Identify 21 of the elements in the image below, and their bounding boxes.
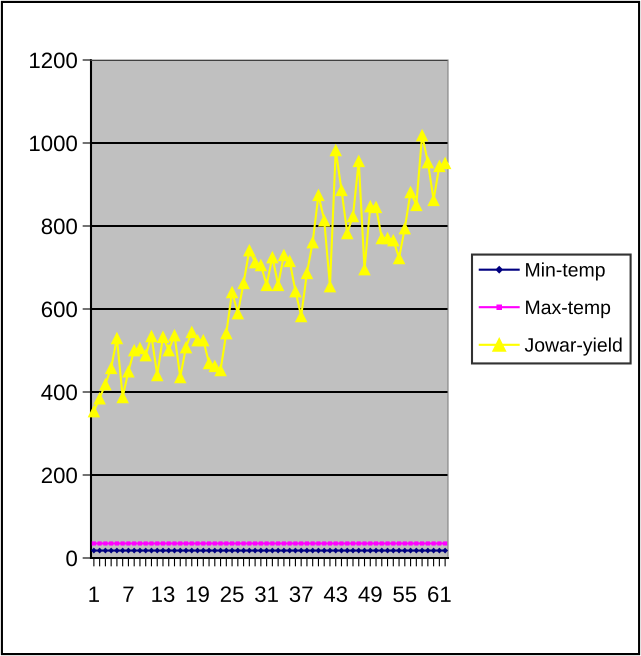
x-tick-label: 7 — [123, 586, 134, 602]
x-tick-label: 1 — [89, 586, 99, 602]
y-tick-label: 1200 — [30, 52, 77, 68]
legend-label: Max-temp — [526, 300, 610, 318]
y-tick-label: 400 — [41, 384, 77, 400]
x-tick-label: 25 — [220, 586, 244, 602]
x-tick-label: 19 — [186, 586, 209, 602]
x-tick-label: 13 — [152, 586, 174, 602]
x-tick-label: 49 — [358, 586, 382, 602]
legend-label: Min-temp — [526, 262, 605, 280]
legend-label: Jowar-yield — [524, 338, 622, 356]
x-tick-label: 55 — [393, 586, 416, 602]
y-tick-label: 1000 — [30, 136, 77, 152]
x-tick-label: 31 — [255, 586, 278, 602]
x-tick-label: 37 — [290, 586, 312, 602]
x-tick-label: 61 — [428, 586, 451, 602]
x-tick-label: 43 — [324, 586, 348, 602]
y-tick-label: 600 — [42, 302, 77, 318]
y-tick-label: 200 — [42, 468, 77, 484]
y-tick-label: 800 — [42, 218, 77, 234]
y-tick-label: 0 — [66, 550, 77, 566]
